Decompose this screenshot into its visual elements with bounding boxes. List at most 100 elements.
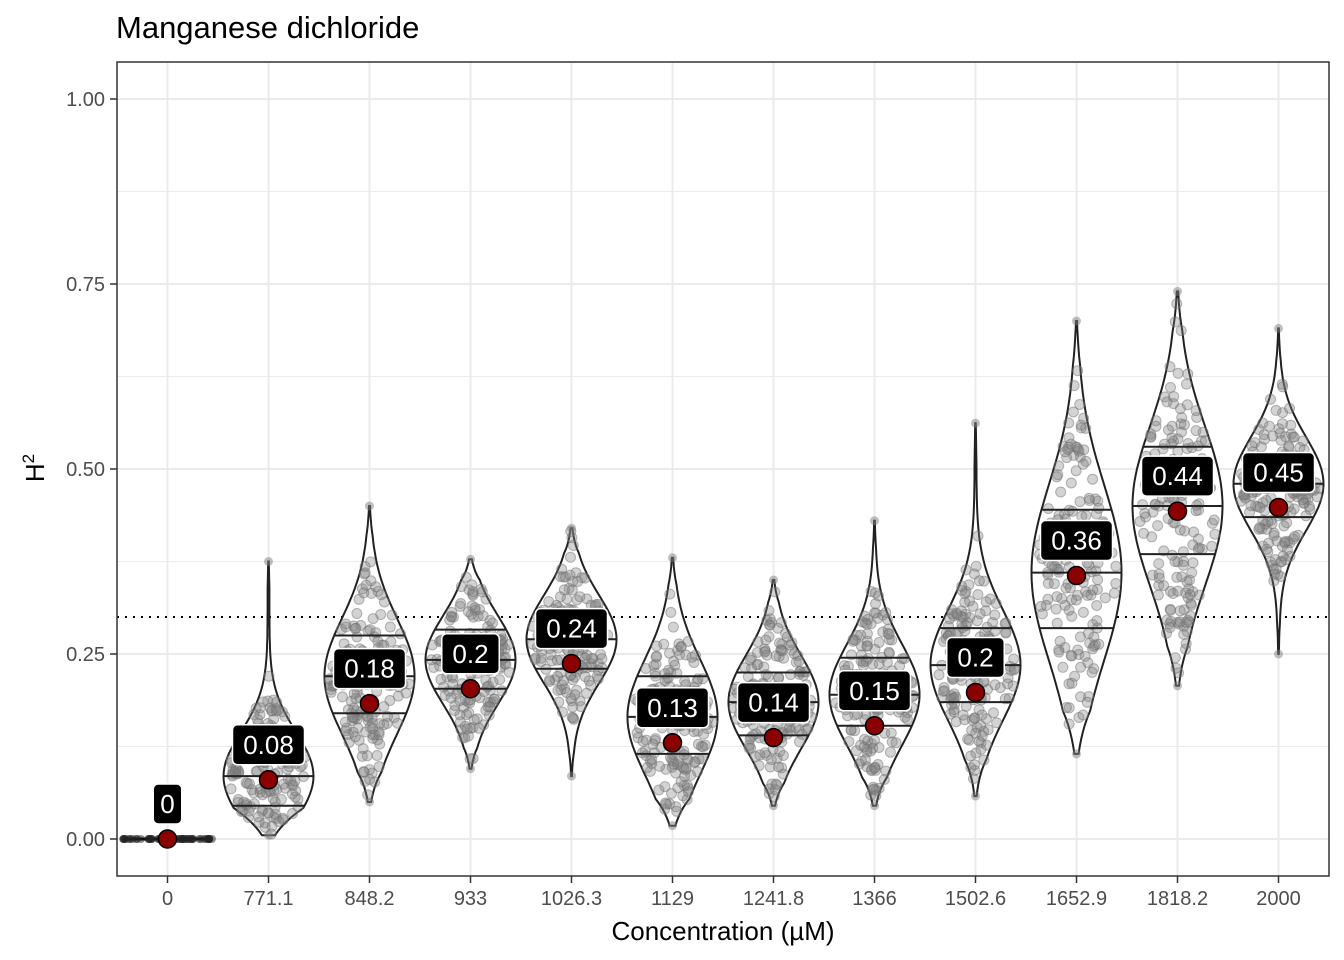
jitter-point <box>358 766 370 778</box>
jitter-point <box>869 587 881 599</box>
jitter-point <box>484 701 496 713</box>
jitter-point <box>631 727 643 739</box>
jitter-point <box>469 602 481 614</box>
jitter-point <box>351 631 363 643</box>
jitter-point <box>358 587 370 599</box>
jitter-point <box>248 798 260 810</box>
jitter-point <box>1297 494 1309 506</box>
jitter-point <box>1182 368 1194 380</box>
jitter-point <box>367 613 379 625</box>
mean-point <box>1167 501 1188 521</box>
jitter-point <box>1186 567 1198 579</box>
jitter-point <box>558 675 570 687</box>
jitter-point <box>466 764 475 774</box>
jitter-point <box>455 581 467 593</box>
jitter-point <box>880 607 892 618</box>
jitter-point <box>476 586 488 598</box>
jitter-point <box>1269 554 1281 566</box>
jitter-point <box>254 702 266 714</box>
jitter-point <box>883 646 895 658</box>
jitter-point <box>535 656 547 668</box>
jitter-point <box>1187 557 1199 569</box>
jitter-point <box>1077 709 1089 721</box>
jitter-point <box>784 639 796 651</box>
jitter-point <box>1063 718 1075 730</box>
jitter-point <box>1165 604 1177 616</box>
jitter-point <box>572 576 584 587</box>
jitter-point <box>637 747 648 759</box>
jitter-point <box>661 798 672 810</box>
jitter-point <box>460 571 472 583</box>
jitter-point <box>1060 702 1072 713</box>
jitter-point <box>257 696 269 708</box>
jitter-point <box>1253 523 1265 535</box>
mean-point <box>460 679 481 699</box>
jitter-point <box>1086 666 1098 678</box>
jitter-point <box>250 702 262 714</box>
jitter-point <box>435 673 447 685</box>
jitter-point <box>858 741 870 753</box>
jitter-point <box>769 801 778 811</box>
jitter-point <box>884 746 896 758</box>
jitter-point <box>1276 378 1288 390</box>
jitter-point <box>269 796 281 808</box>
jitter-point <box>1088 631 1100 643</box>
jitter-point <box>976 730 988 742</box>
jitter-point <box>1110 560 1122 572</box>
jitter-point <box>1057 661 1069 673</box>
jitter-point <box>350 693 362 704</box>
jitter-point <box>1050 603 1062 615</box>
mean-label: 0.08 <box>231 724 306 766</box>
jitter-point <box>1000 627 1012 639</box>
jitter-point <box>759 646 771 658</box>
jitter-point <box>581 593 593 605</box>
jitter-point <box>439 689 451 701</box>
jitter-point <box>271 696 283 708</box>
jitter-point <box>861 618 873 630</box>
jitter-point <box>1297 435 1309 447</box>
jitter-point <box>552 670 563 682</box>
jitter-point <box>361 750 373 762</box>
jitter-point <box>467 753 479 764</box>
jitter-point <box>1082 657 1094 669</box>
x-axis-ticks: 0 771.1 848.2 933 1026.3 1129 1241.8 1366 1502.6… <box>162 876 1301 910</box>
jitter-point <box>675 776 687 788</box>
jitter-point <box>989 609 1001 621</box>
jitter-point <box>359 567 371 579</box>
jitter-point <box>1068 380 1080 392</box>
mean-point <box>258 770 279 790</box>
jitter-point <box>1072 749 1081 759</box>
mean-label-text: 0 <box>160 789 174 819</box>
jitter-point <box>1190 405 1202 417</box>
jitter-point <box>753 760 765 772</box>
jitter-point <box>1300 510 1312 522</box>
jitter-point <box>1263 420 1275 432</box>
y-tick-label: 0.00 <box>66 829 105 851</box>
jitter-point <box>461 723 473 735</box>
jitter-point <box>367 722 379 734</box>
jitter-point <box>244 778 255 790</box>
mean-label: 0 <box>152 783 183 825</box>
jitter-point <box>980 596 992 608</box>
jitter-point <box>1153 572 1165 584</box>
mean-label-text: 0.2 <box>452 639 488 669</box>
jitter-point <box>769 784 781 796</box>
jitter-point <box>843 736 855 748</box>
jitter-point <box>178 835 187 843</box>
jitter-point <box>1083 492 1095 504</box>
jitter-point <box>1208 514 1220 526</box>
jitter-point <box>378 701 390 712</box>
jitter-point <box>264 557 273 566</box>
jitter-point <box>849 725 861 737</box>
jitter-point <box>449 705 461 716</box>
jitter-point <box>1184 610 1196 622</box>
jitter-point <box>1099 592 1111 604</box>
x-tick-label: 771.1 <box>243 888 293 910</box>
jitter-point <box>1283 441 1295 453</box>
x-tick-label: 1818.2 <box>1147 888 1208 910</box>
jitter-point <box>119 835 128 843</box>
jitter-point <box>325 686 337 698</box>
jitter-point <box>773 761 785 773</box>
jitter-point <box>372 585 384 597</box>
jitter-point <box>869 762 881 774</box>
